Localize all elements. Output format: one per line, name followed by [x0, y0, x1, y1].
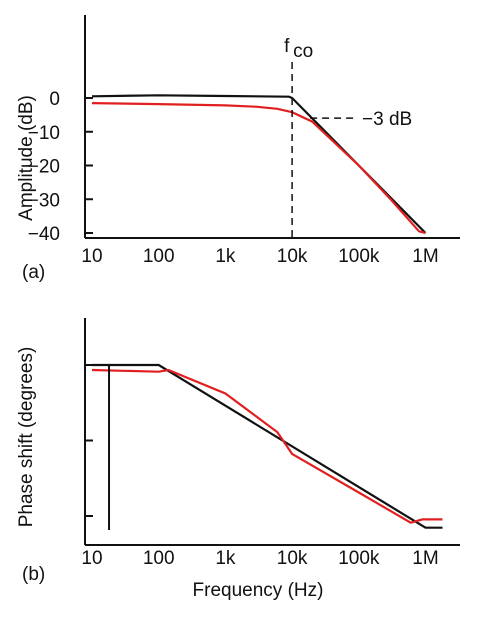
- panel-label: (a): [22, 262, 45, 283]
- x-tick-label: 10: [81, 246, 102, 267]
- phase-chart: 10 100 1k 10k 100k 1M Phase shift (degrees) (b)…: [16, 318, 460, 601]
- y-tick-label: −20: [28, 157, 60, 178]
- x-tick-label: 100: [143, 246, 175, 267]
- y-tick-label: 0: [49, 89, 60, 110]
- minus-3db-label: −3 dB: [362, 109, 412, 130]
- x-tick-label: 100k: [338, 548, 380, 569]
- y-axis-label: Amplitude (dB): [16, 95, 37, 221]
- cutoff-label: f: [284, 36, 290, 57]
- y-axis-label: Phase shift (degrees): [16, 347, 37, 528]
- panel-label: (b): [22, 564, 45, 585]
- x-tick-label: 1M: [412, 548, 438, 569]
- y-tick-label: −40: [28, 224, 60, 245]
- actual-response-line: [91, 368, 443, 524]
- ideal-response-line: [92, 363, 443, 529]
- amplitude-chart: 0 −10 −20 −30 −40 10 100 1k 10k 100k 1M Amplitude (…: [16, 15, 460, 283]
- x-tick-label: 10k: [277, 548, 308, 569]
- x-tick-label: 1k: [215, 548, 236, 569]
- cutoff-label-subscript: co: [293, 41, 313, 62]
- x-tick-label: 100: [143, 548, 175, 569]
- y-tick-label: −30: [28, 190, 60, 211]
- x-tick-label: 1M: [412, 246, 438, 267]
- x-tick-label: 10k: [277, 246, 308, 267]
- y-tick-label: −10: [28, 123, 60, 144]
- x-tick-label: 1k: [215, 246, 236, 267]
- x-tick-label: 10: [81, 548, 102, 569]
- x-axis-label: Frequency (Hz): [193, 580, 324, 601]
- x-tick-label: 100k: [338, 246, 380, 267]
